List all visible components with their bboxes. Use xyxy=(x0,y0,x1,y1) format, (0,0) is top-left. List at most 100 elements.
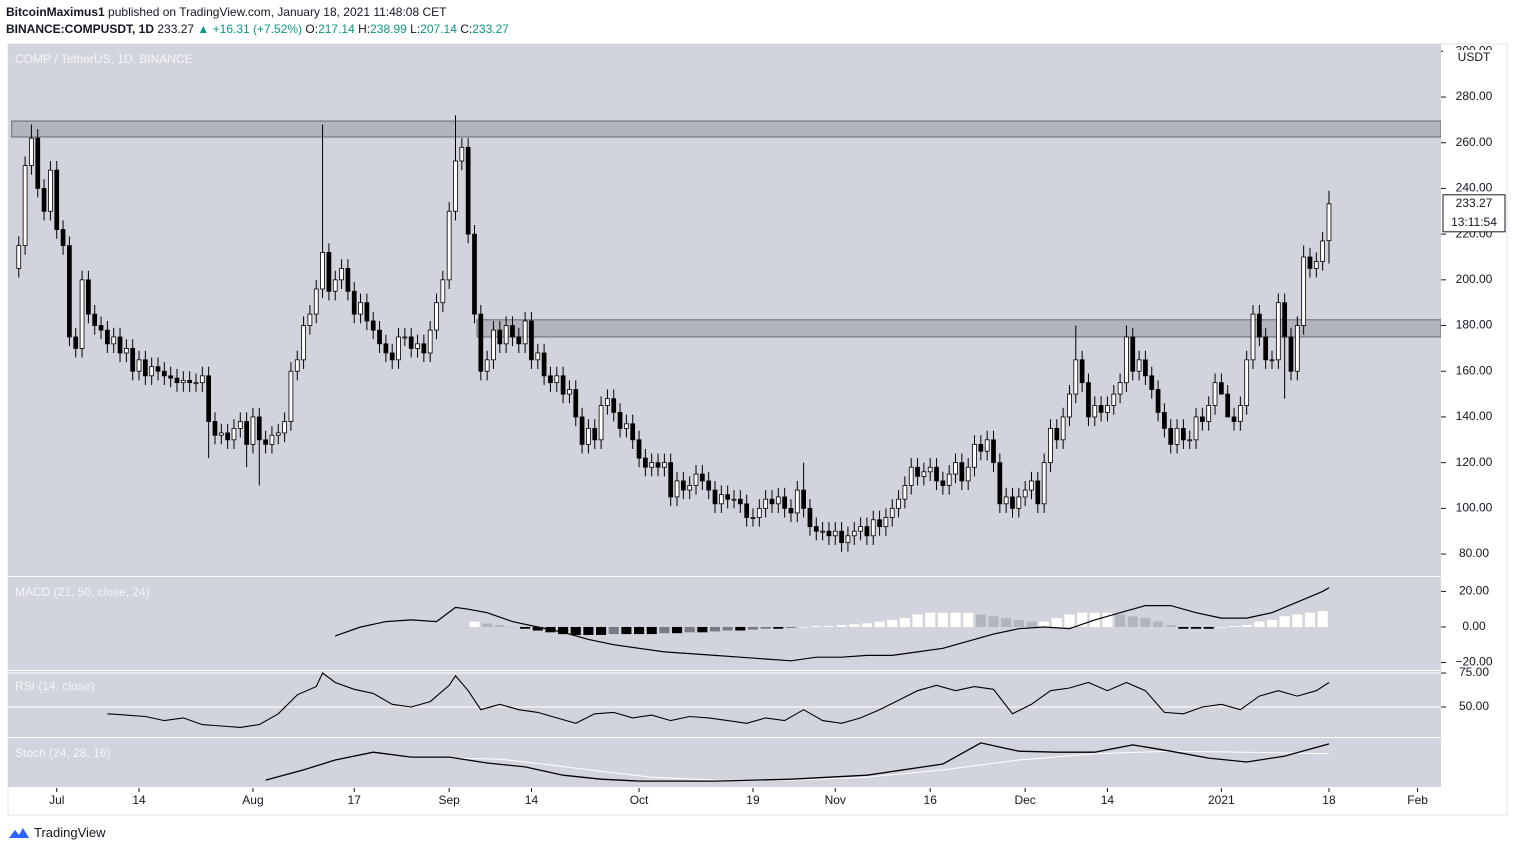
candle-body xyxy=(611,398,617,413)
panel xyxy=(8,671,1441,737)
candle-body xyxy=(478,313,484,372)
last: 233.27 xyxy=(157,22,195,36)
candle-body xyxy=(1313,261,1319,269)
candle-body xyxy=(1206,405,1212,422)
histogram-bar xyxy=(1051,618,1062,627)
candle-body xyxy=(586,427,591,445)
candle-body xyxy=(832,530,838,537)
histogram-bar xyxy=(963,612,974,627)
y-tick-label: 280.00 xyxy=(1456,89,1493,103)
histogram-bar xyxy=(1026,621,1037,627)
clip-group xyxy=(11,115,1441,552)
candle-body xyxy=(415,343,420,349)
candle-body xyxy=(1301,256,1307,326)
histogram-bar xyxy=(1228,626,1240,627)
candle-body xyxy=(896,498,901,509)
candle-body xyxy=(326,252,332,292)
histogram-bar xyxy=(1317,610,1328,627)
candle-body xyxy=(1181,427,1186,441)
candle-body xyxy=(1136,359,1142,372)
candle-body xyxy=(548,375,553,384)
candle-body xyxy=(345,268,351,292)
candle-body xyxy=(1067,393,1072,418)
zone xyxy=(11,120,1441,138)
histogram-bar xyxy=(1077,612,1088,627)
histogram-bar xyxy=(697,626,708,633)
histogram-bar xyxy=(861,623,872,627)
panel-title: MACD (21, 50, close, 24) xyxy=(15,585,150,599)
histogram-bar xyxy=(684,626,695,633)
y-tick-label: 50.00 xyxy=(1459,699,1489,713)
candle-body xyxy=(662,462,667,468)
histogram-bar xyxy=(532,626,543,631)
candle-body xyxy=(908,466,914,486)
x-tick-label: Dec xyxy=(1014,793,1035,807)
histogram-bar xyxy=(950,612,961,627)
candle-body xyxy=(674,480,680,498)
header-line: BitcoinMaximus1 published on TradingView… xyxy=(6,4,509,21)
candle-body xyxy=(142,359,148,377)
candle-body xyxy=(307,313,313,326)
candle-body xyxy=(769,498,775,505)
candle-body xyxy=(516,336,522,345)
candle-body xyxy=(851,530,857,537)
candle-body xyxy=(807,507,813,528)
candle-body xyxy=(529,320,534,361)
candle-body xyxy=(883,517,889,528)
candle-body xyxy=(408,336,414,349)
candle-body xyxy=(484,359,490,372)
candle-body xyxy=(351,290,357,315)
candle-body xyxy=(263,439,268,445)
histogram-bar xyxy=(811,626,822,627)
ohlc-label: H: xyxy=(358,22,371,36)
candle-body xyxy=(775,496,781,505)
histogram-bar xyxy=(1013,619,1024,627)
candle-body xyxy=(174,377,180,384)
panel-title: Stoch (24, 28, 16) xyxy=(15,746,110,760)
candle-body xyxy=(1294,325,1300,372)
candle-body xyxy=(731,498,737,501)
histogram-bar xyxy=(823,626,835,627)
logo xyxy=(9,827,29,838)
histogram-bar xyxy=(558,626,569,635)
candle-body xyxy=(503,325,509,345)
x-tick-label: 17 xyxy=(348,793,362,807)
histogram-bar xyxy=(747,626,759,630)
candle-body xyxy=(845,535,851,544)
candle-body xyxy=(1320,240,1326,262)
candle-body xyxy=(1212,382,1218,406)
candle-body xyxy=(1275,302,1281,361)
candle-body xyxy=(35,137,41,189)
candle-body xyxy=(73,336,79,349)
histogram-bar xyxy=(469,621,480,627)
histogram-bar xyxy=(874,621,885,627)
candle-body xyxy=(1155,389,1161,413)
candle-body xyxy=(554,375,560,384)
candle-body xyxy=(1244,359,1250,406)
candle-body xyxy=(541,352,547,377)
candle-body xyxy=(1187,439,1193,442)
candle-body xyxy=(1219,382,1224,395)
candle-body xyxy=(206,375,212,422)
candle-body xyxy=(1035,480,1041,505)
y-tick-label: 0.00 xyxy=(1462,619,1486,633)
candle-body xyxy=(389,352,395,361)
histogram-bar xyxy=(494,625,505,627)
histogram-bar xyxy=(798,626,809,628)
stoch-line xyxy=(449,750,1330,781)
panel-title: COMP / TetherUS, 1D, BINANCE xyxy=(15,52,193,66)
x-tick-label: 14 xyxy=(132,793,146,807)
candle-body xyxy=(282,421,287,434)
candle-body xyxy=(427,329,433,354)
x-tick-label: Aug xyxy=(242,793,263,807)
candle-body xyxy=(902,485,908,500)
ohlc-label: L: xyxy=(410,22,421,36)
candle-body xyxy=(497,329,503,345)
brand: TradingView xyxy=(34,825,106,840)
candle-body xyxy=(180,379,186,384)
y-tick-label: 180.00 xyxy=(1456,318,1493,332)
zone xyxy=(476,319,1441,338)
histogram-bar xyxy=(633,626,645,635)
